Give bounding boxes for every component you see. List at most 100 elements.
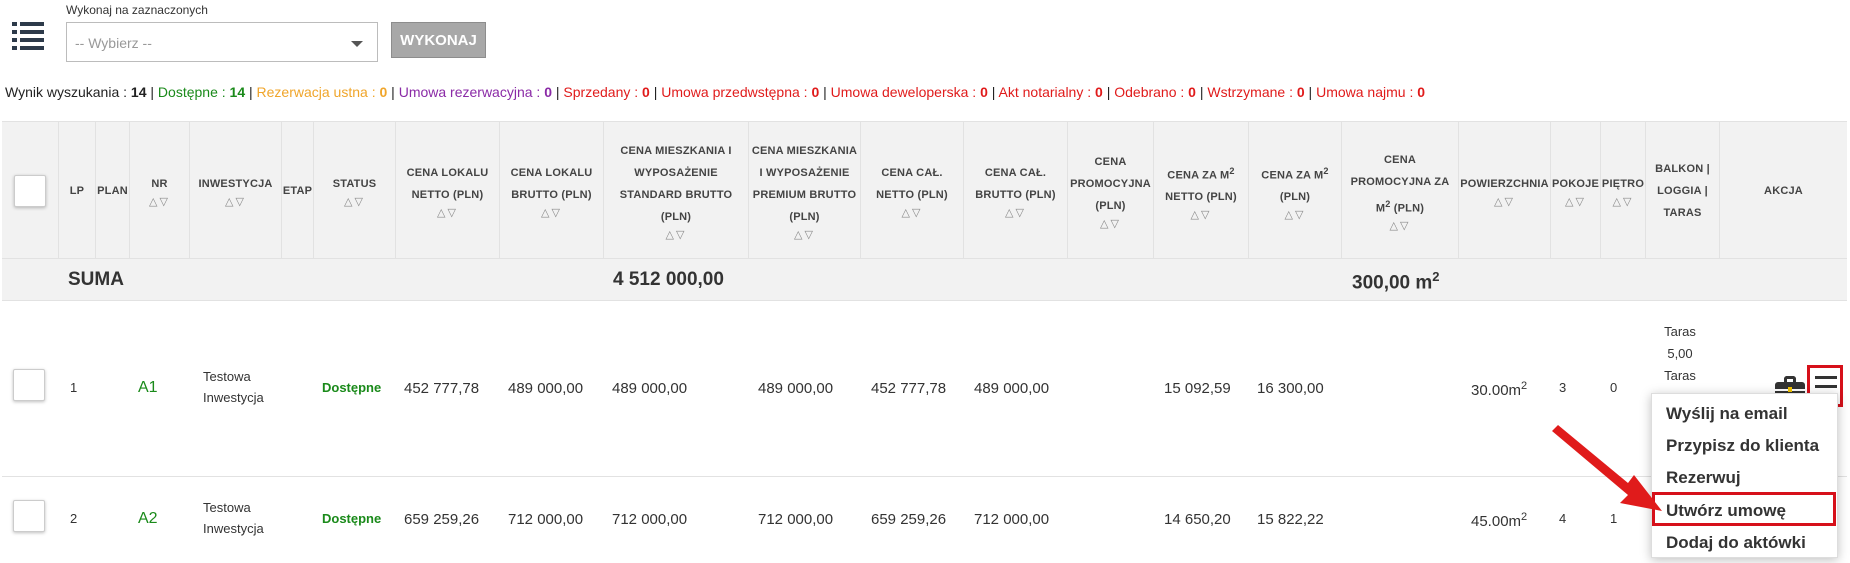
menu-item-send-email[interactable]: Wyślij na email	[1666, 404, 1788, 423]
bulk-action-label: Wykonaj na zaznaczonych	[66, 3, 208, 17]
sort-arrows-icon[interactable]: △▽	[665, 229, 687, 241]
sort-arrows-icon[interactable]: △▽	[1565, 196, 1586, 208]
col-cena-lokalu-netto[interactable]: CENA LOKALU NETTO (PLN) △▽	[396, 122, 500, 260]
summary-separator: |	[552, 84, 564, 100]
sort-arrows-icon[interactable]: △▽	[1284, 209, 1306, 222]
filter-label: Wstrzymane :	[1207, 84, 1297, 100]
cell-balkon-line: Taras	[1664, 324, 1696, 339]
sort-arrows-icon[interactable]: △▽	[1005, 207, 1026, 219]
results-count: 14	[130, 84, 147, 100]
col-plan-label: PLAN	[97, 185, 128, 197]
cell-nr-link[interactable]: A2	[138, 510, 158, 527]
filter-label: Umowa najmu :	[1316, 84, 1418, 100]
superscript: 2	[1521, 511, 1528, 523]
menu-item-reserve[interactable]: Rezerwuj	[1666, 468, 1741, 487]
col-balkon: BALKON | LOGGIA | TARAS	[1646, 122, 1720, 260]
filter-notarial-deed[interactable]: Akt notarialny : 0	[999, 84, 1103, 100]
filter-suspended[interactable]: Wstrzymane : 0	[1207, 84, 1304, 100]
col-cena-promocyjna[interactable]: CENA PROMOCYJNA (PLN) △▽	[1068, 122, 1154, 260]
cell-nr-link[interactable]: A1	[138, 379, 158, 396]
cell-inwestycja-line: Inwestycja	[203, 521, 264, 536]
menu-item-add-to-briefcase[interactable]: Dodaj do aktówki	[1666, 533, 1806, 552]
sort-arrows-icon[interactable]: △▽	[541, 207, 562, 219]
sort-arrows-icon[interactable]: △▽	[149, 196, 170, 208]
sort-arrows-icon[interactable]: △▽	[1494, 196, 1515, 208]
col-cena-standard[interactable]: CENA MIESZKANIA I WYPOSAŻENIE STANDARD B…	[604, 122, 749, 260]
summary-separator: |	[245, 84, 257, 100]
col-cena-promocyjna-m2[interactable]: CENA PROMOCYJNA ZA M2 (PLN) △▽	[1342, 122, 1459, 260]
menu-item-create-contract[interactable]: Utwórz umowę	[1666, 501, 1786, 520]
row-checkbox[interactable]	[13, 369, 45, 401]
cell-pokoje: 4	[1559, 511, 1567, 526]
col-cena-m2-netto[interactable]: CENA ZA M2 NETTO (PLN) △▽	[1154, 122, 1249, 260]
col-pietro[interactable]: PIĘTRO △▽	[1601, 122, 1646, 260]
cell-cena-standard: 712 000,00	[612, 511, 688, 528]
filter-label: Umowa rezerwacyjna :	[398, 84, 545, 100]
select-all-checkbox[interactable]	[14, 175, 46, 207]
list-view-icon[interactable]	[12, 22, 44, 50]
cell-cena-lokalu-netto: 452 777,78	[404, 380, 480, 397]
sort-arrows-icon[interactable]: △▽	[901, 207, 923, 219]
col-cena-m2-netto-label: CENA ZA M2 NETTO (PLN)	[1156, 160, 1246, 209]
col-lp-label: LP	[69, 185, 85, 197]
list-line	[20, 22, 44, 26]
filter-available[interactable]: Dostępne : 14	[158, 84, 245, 100]
filter-preliminary-contract[interactable]: Umowa przedwstępna : 0	[661, 84, 819, 100]
col-cena-cal-brutto[interactable]: CENA CAŁ. BRUTTO (PLN) △▽	[964, 122, 1068, 260]
row-checkbox[interactable]	[13, 500, 45, 532]
filter-rental-contract[interactable]: Umowa najmu : 0	[1316, 84, 1425, 100]
list-bullet	[12, 46, 17, 50]
col-cena-m2[interactable]: CENA ZA M2 (PLN) △▽	[1249, 122, 1342, 260]
sort-arrows-icon[interactable]: △▽	[1190, 209, 1212, 222]
col-cena-lokalu-brutto[interactable]: CENA LOKALU BRUTTO (PLN) △▽	[500, 122, 604, 260]
execute-button[interactable]: WYKONAJ	[391, 22, 486, 58]
col-plan: PLAN	[96, 122, 130, 260]
cell-pietro: 1	[1610, 511, 1618, 526]
filter-sold[interactable]: Sprzedany : 0	[563, 84, 649, 100]
filter-label: Sprzedany :	[563, 84, 643, 100]
summary-separator: |	[1102, 84, 1115, 100]
col-akcja-label: AKCJA	[1764, 185, 1803, 197]
summary-separator: |	[1195, 84, 1208, 100]
col-nr[interactable]: NR △▽	[130, 122, 190, 260]
filter-reservation-contract[interactable]: Umowa rezerwacyjna : 0	[399, 84, 552, 100]
superscript: 2	[1385, 198, 1391, 209]
col-cena-lokalu-brutto-label: CENA LOKALU BRUTTO (PLN)	[510, 167, 593, 201]
menu-item-assign-client[interactable]: Przypisz do klienta	[1666, 436, 1820, 455]
summary-separator: |	[387, 84, 399, 100]
superscript: 2	[1521, 380, 1528, 392]
col-powierzchnia-label: POWIERZCHNIA	[1460, 178, 1549, 190]
filter-label: Rezerwacja ustna :	[256, 84, 380, 100]
sort-arrows-icon[interactable]: △▽	[794, 229, 815, 241]
bulk-action-select[interactable]: -- Wybierz --	[66, 22, 378, 62]
superscript: 2	[1323, 165, 1329, 176]
list-bullet	[12, 22, 17, 26]
col-inwestycja[interactable]: INWESTYCJA △▽	[190, 122, 282, 260]
col-cena-standard-label: CENA MIESZKANIA I WYPOSAŻENIE STANDARD B…	[619, 145, 733, 223]
sort-arrows-icon[interactable]: △▽	[437, 207, 458, 219]
sort-arrows-icon[interactable]: △▽	[225, 196, 246, 208]
filter-count: 0	[1095, 84, 1103, 100]
filter-count: 0	[1296, 84, 1305, 100]
col-pokoje-label: POKOJE	[1551, 178, 1600, 190]
list-line	[20, 46, 44, 50]
col-cena-cal-netto[interactable]: CENA CAŁ. NETTO (PLN) △▽	[861, 122, 964, 260]
filter-verbal-reservation[interactable]: Rezerwacja ustna : 0	[257, 84, 388, 100]
cell-status: Dostępne	[322, 380, 382, 395]
sort-arrows-icon[interactable]: △▽	[344, 196, 365, 208]
sort-arrows-icon[interactable]: △▽	[1389, 220, 1411, 233]
cell-cena-m2: 15 822,22	[1257, 511, 1324, 528]
search-summary: Wynik wyszukania : 14 | Dostępne : 14 | …	[5, 84, 1425, 100]
list-line	[20, 30, 44, 34]
sort-arrows-icon[interactable]: △▽	[1100, 218, 1121, 230]
col-cena-cal-netto-label: CENA CAŁ. NETTO (PLN)	[876, 167, 948, 201]
hamburger-line	[1815, 385, 1837, 388]
col-powierzchnia[interactable]: POWIERZCHNIA △▽	[1459, 122, 1551, 260]
sort-arrows-icon[interactable]: △▽	[1612, 196, 1634, 208]
col-cena-m2-label: CENA ZA M2 (PLN)	[1251, 160, 1339, 209]
filter-developer-contract[interactable]: Umowa deweloperska : 0	[831, 84, 988, 100]
col-status[interactable]: STATUS △▽	[314, 122, 396, 260]
col-pokoje[interactable]: POKOJE △▽	[1551, 122, 1601, 260]
col-cena-premium[interactable]: CENA MIESZKANIA I WYPOSAŻENIE PREMIUM BR…	[749, 122, 861, 260]
filter-received[interactable]: Odebrano : 0	[1114, 84, 1196, 100]
